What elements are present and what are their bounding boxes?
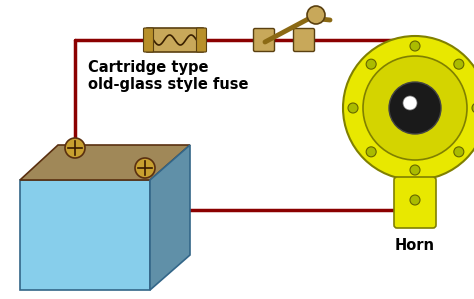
Circle shape <box>410 195 420 205</box>
Polygon shape <box>20 145 190 180</box>
Circle shape <box>389 82 441 134</box>
Circle shape <box>135 158 155 178</box>
Text: Cartridge type
old-glass style fuse: Cartridge type old-glass style fuse <box>88 60 248 92</box>
Circle shape <box>348 103 358 113</box>
FancyBboxPatch shape <box>254 28 274 51</box>
Circle shape <box>454 147 464 157</box>
Circle shape <box>366 59 376 69</box>
FancyBboxPatch shape <box>144 28 154 52</box>
FancyBboxPatch shape <box>197 28 207 52</box>
Circle shape <box>65 138 85 158</box>
Circle shape <box>363 56 467 160</box>
FancyBboxPatch shape <box>293 28 315 51</box>
FancyBboxPatch shape <box>394 177 436 228</box>
Circle shape <box>403 96 417 110</box>
Circle shape <box>410 41 420 51</box>
Polygon shape <box>150 145 190 290</box>
Circle shape <box>366 147 376 157</box>
Circle shape <box>454 59 464 69</box>
Circle shape <box>307 6 325 24</box>
Circle shape <box>472 103 474 113</box>
Circle shape <box>343 36 474 180</box>
Text: Horn: Horn <box>395 238 435 253</box>
Circle shape <box>410 165 420 175</box>
Polygon shape <box>20 180 150 290</box>
FancyBboxPatch shape <box>146 28 204 52</box>
